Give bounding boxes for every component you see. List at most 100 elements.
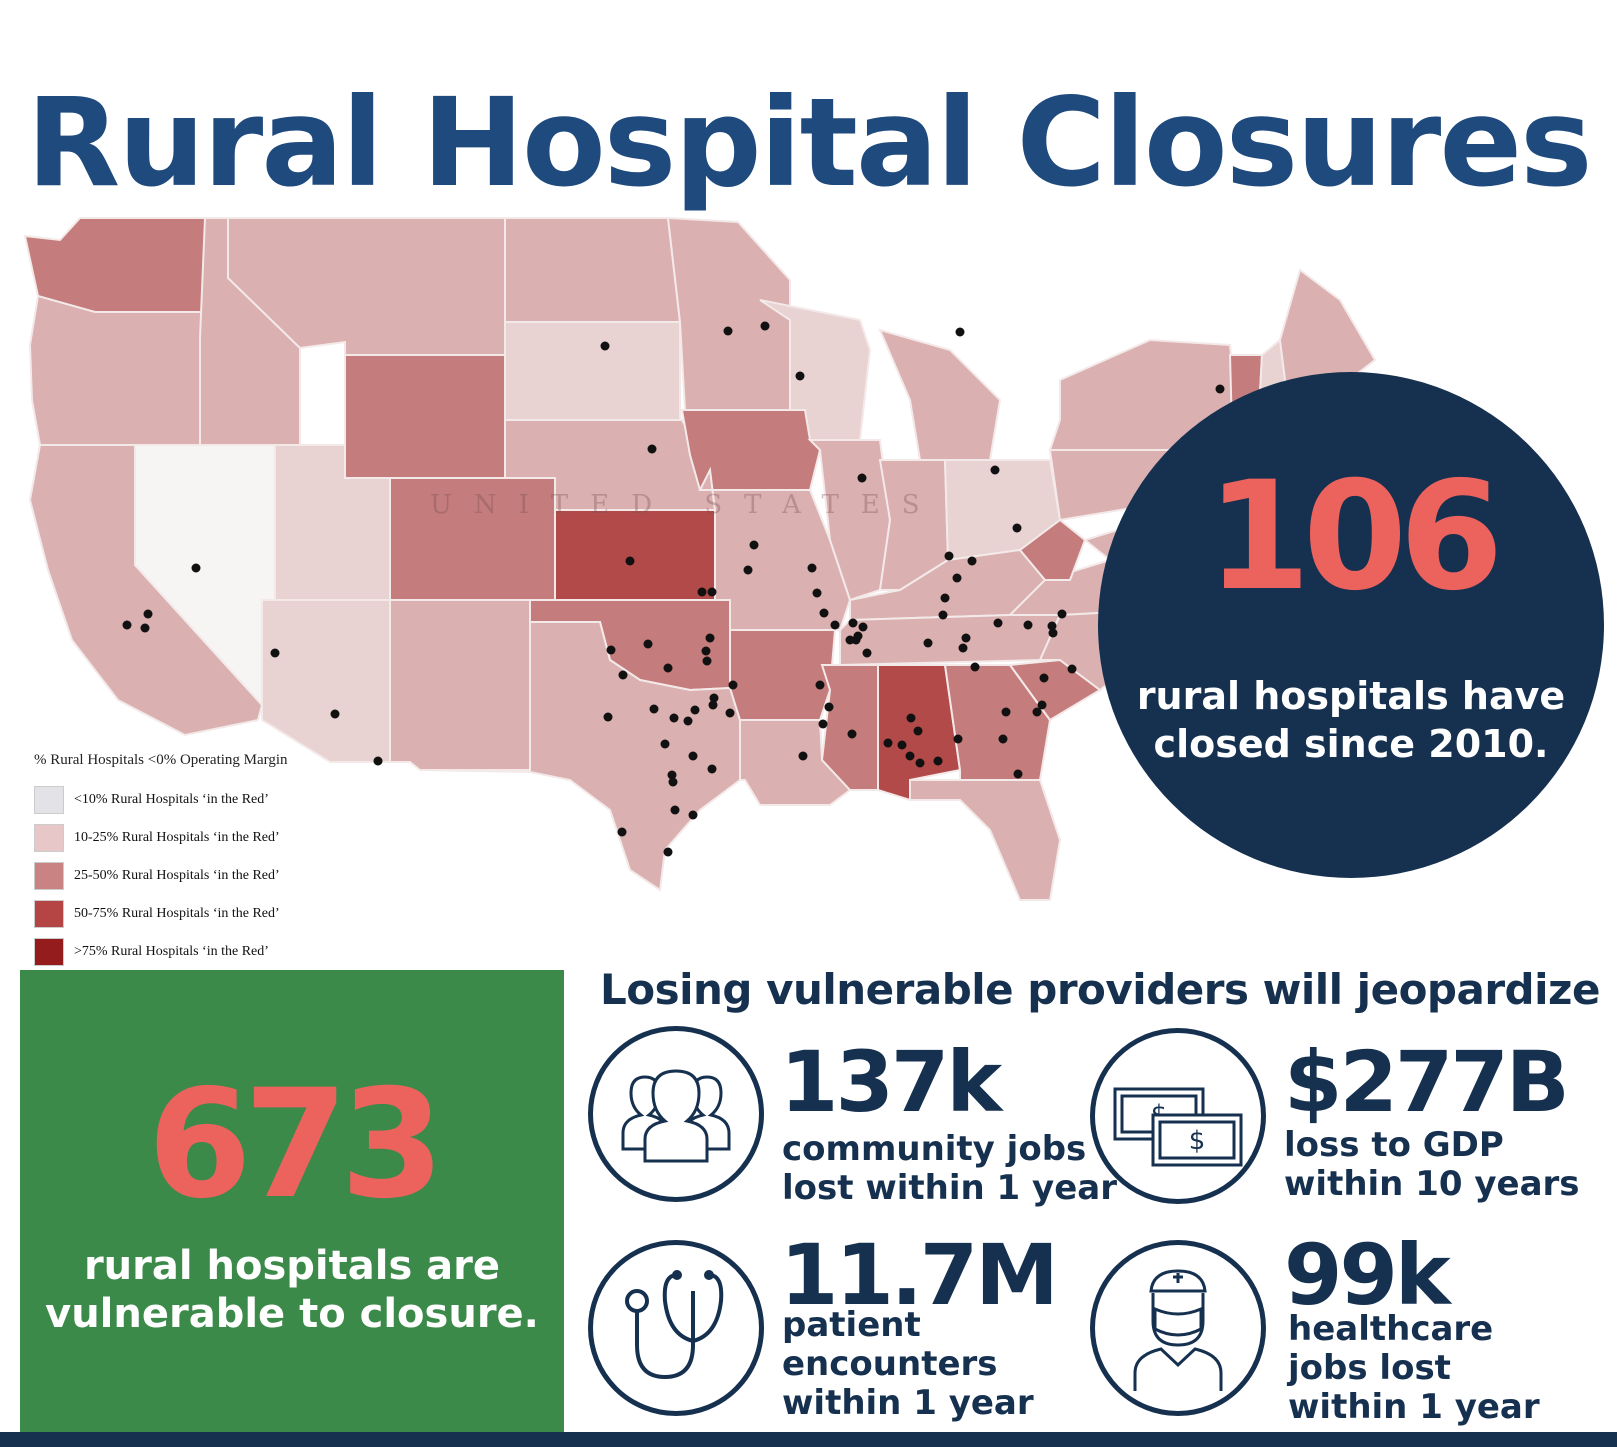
state-ar [729, 629, 837, 721]
state-mi [878, 328, 1002, 461]
legend-item: >75% Rural Hospitals ‘in the Red’ [34, 933, 288, 971]
state-il [807, 439, 892, 602]
closure-dot [990, 465, 1000, 475]
closure-dot [690, 705, 700, 715]
closure-dot [707, 764, 717, 774]
closure-dot [600, 341, 610, 351]
closure-dot [798, 751, 808, 761]
closure-dot [1037, 700, 1047, 710]
closure-dot [723, 326, 733, 336]
closures-number: 106 [1206, 450, 1503, 624]
closure-dot [140, 623, 150, 633]
closure-dot [906, 713, 916, 723]
state-la [739, 719, 852, 806]
legend-swatch [34, 938, 64, 966]
state-mn [666, 216, 791, 411]
encounters-stat-text: patient encounters within 1 year [782, 1305, 1034, 1423]
closure-dot [1215, 384, 1225, 394]
closure-dot [122, 620, 132, 630]
closure-dot [1047, 621, 1057, 631]
closure-dot [815, 680, 825, 690]
vulnerable-number: 673 [147, 1058, 444, 1232]
closure-dot [749, 540, 759, 550]
healthcare-stat-text: healthcare jobs lost within 1 year [1288, 1309, 1540, 1427]
closure-dot [667, 770, 677, 780]
state-ks [554, 509, 716, 601]
closure-dot [1012, 523, 1022, 533]
legend-swatch [34, 786, 64, 814]
state-sd [504, 321, 681, 421]
closure-dot [705, 633, 715, 643]
state-wv [1018, 518, 1087, 581]
jobs-stat-number: 137k [780, 1033, 1002, 1131]
closure-dot [905, 751, 915, 761]
closure-dot [688, 751, 698, 761]
state-az [261, 599, 391, 763]
closure-dot [603, 712, 613, 722]
closure-dot [670, 805, 680, 815]
page-title: Rural Hospital Closures [26, 72, 1592, 214]
closure-dot [883, 738, 893, 748]
closure-dot [967, 556, 977, 566]
closure-dot [953, 734, 963, 744]
closure-dot [830, 620, 840, 630]
closures-text: rural hospitals have closed since 2010. [1136, 674, 1566, 766]
closure-dot [683, 716, 693, 726]
doctor-icon [1090, 1240, 1266, 1416]
closure-dot [270, 648, 280, 658]
closure-dot [708, 700, 718, 710]
closure-dot [373, 756, 383, 766]
legend-title: % Rural Hospitals <0% Operating Margin [34, 752, 288, 768]
closure-dot [728, 680, 738, 690]
legend-item: 10-25% Rural Hospitals ‘in the Red’ [34, 819, 288, 857]
closure-dot [857, 473, 867, 483]
closure-dot [330, 709, 340, 719]
closure-dot [970, 662, 980, 672]
closure-dot [858, 622, 868, 632]
closure-dot [647, 444, 657, 454]
us-map [23, 216, 1377, 901]
closure-dot [807, 563, 817, 573]
closure-dot [940, 593, 950, 603]
map-watermark: UNITED STATES [430, 490, 942, 520]
closure-dot [993, 618, 1003, 628]
closures-callout: 106 rural hospitals have closed since 20… [1098, 372, 1604, 878]
closure-dot [819, 608, 829, 618]
legend-swatch [34, 862, 64, 890]
state-nm [389, 599, 531, 771]
closure-dot [606, 645, 616, 655]
closure-dot [915, 758, 925, 768]
closure-dot [663, 663, 673, 673]
closure-dot [701, 646, 711, 656]
closure-dot [1032, 707, 1042, 717]
closure-dot [952, 573, 962, 583]
closure-dot [743, 565, 753, 575]
closure-dot [618, 670, 628, 680]
closure-dot [1013, 769, 1023, 779]
closure-dot [649, 704, 659, 714]
state-fl [909, 779, 1062, 901]
state-ia [680, 409, 822, 491]
legend-item: 50-75% Rural Hospitals ‘in the Red’ [34, 895, 288, 933]
closure-dot [824, 702, 834, 712]
closure-dot [725, 708, 735, 718]
closure-dot [1001, 707, 1011, 717]
jobs-stat-text: community jobs lost within 1 year [782, 1129, 1117, 1208]
closure-dot [955, 327, 965, 337]
legend-item: <10% Rural Hospitals ‘in the Red’ [34, 781, 288, 819]
closure-dot [688, 810, 698, 820]
closure-dot [643, 639, 653, 649]
legend-label: >75% Rural Hospitals ‘in the Red’ [74, 944, 269, 959]
closure-dot [961, 633, 971, 643]
gdp-stat-text: loss to GDP within 10 years [1284, 1125, 1580, 1204]
encounters-stat-number: 11.7M [780, 1226, 1059, 1324]
healthcare-stat-number: 99k [1284, 1226, 1451, 1324]
closure-dot [617, 827, 627, 837]
closure-dot [1023, 620, 1033, 630]
closure-dot [862, 648, 872, 658]
svg-text:$: $ [1189, 1126, 1206, 1156]
closure-dot [1048, 628, 1058, 638]
closure-dot [913, 726, 923, 736]
closure-dot [707, 587, 717, 597]
stethoscope-icon [588, 1240, 764, 1416]
